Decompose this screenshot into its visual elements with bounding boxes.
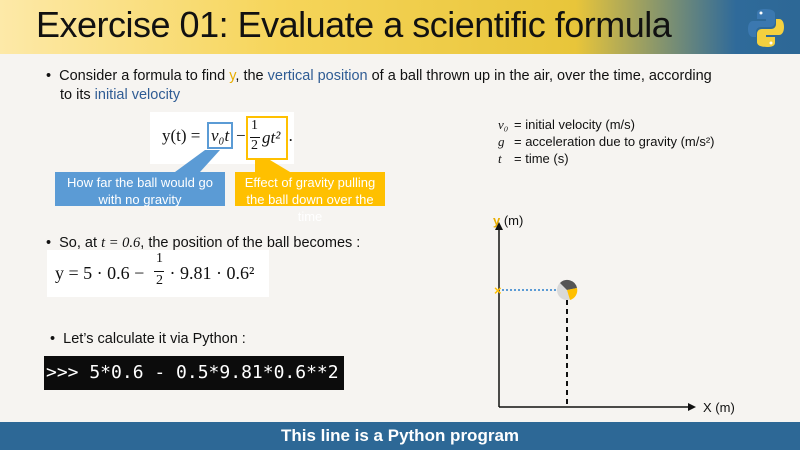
height-marker: × xyxy=(494,283,502,298)
bullet-python: • Let’s calculate it via Python : xyxy=(50,331,246,347)
bullet-at-time: • So, at t = 0.6, the position of the ba… xyxy=(46,235,361,251)
initial-velocity-highlight: initial velocity xyxy=(94,87,181,103)
title-bar: Exercise 01: Evaluate a scientific formu… xyxy=(0,0,800,54)
legend-item: g = acceleration due to gravity (m/s²) xyxy=(498,134,715,149)
page-title: Exercise 01: Evaluate a scientific formu… xyxy=(36,4,672,45)
python-code-console[interactable]: >>> 5*0.6 - 0.5*9.81*0.6**2 xyxy=(44,356,344,390)
v0t-term-box: v₀t xyxy=(207,122,234,149)
gravity-term-box: 1 2 gt² xyxy=(246,116,288,160)
legend-item: v₀ = initial velocity (m/s) xyxy=(498,117,635,132)
ball-icon xyxy=(557,279,578,300)
equation-image: y = 5 · 0.6 − 1 2 · 9.81 · 0.6² xyxy=(47,250,269,297)
bullet-formula-intro: • Consider a formula to find y, the vert… xyxy=(46,68,712,103)
x-axis-label: X (m) xyxy=(703,400,735,415)
callout-gravity-effect: Effect of gravity pulling the ball down … xyxy=(235,172,385,224)
footer-banner: This line is a Python program xyxy=(0,422,800,450)
y-highlight: y xyxy=(229,68,236,84)
legend-item: t = time (s) xyxy=(498,151,569,166)
y-axis-label: y (m) xyxy=(493,213,524,228)
vertical-position-highlight: vertical position xyxy=(267,68,368,84)
callout-no-gravity: How far the ball would go with no gravit… xyxy=(55,172,225,207)
axes: × xyxy=(494,222,696,411)
python-logo-icon xyxy=(748,9,784,47)
formula-image: y(t) = v₀t − 1 2 gt² . xyxy=(150,112,294,164)
